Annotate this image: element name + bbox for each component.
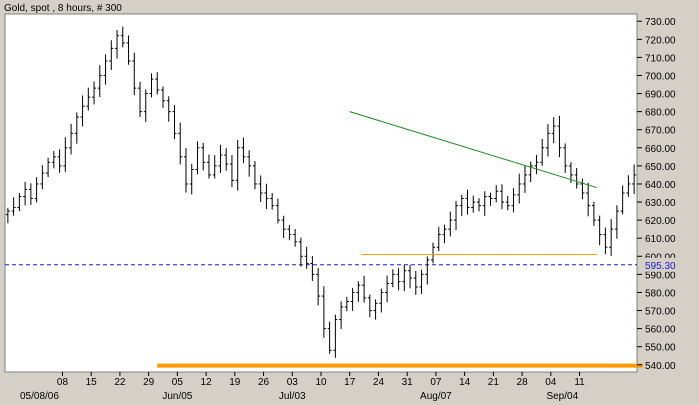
y-tick-label: 620.00 [645,216,676,227]
y-tick-label: 550.00 [645,343,676,354]
chart-title: Gold, spot , 8 hours, # 300 [4,3,122,14]
x-month-label: Jul/03 [279,391,306,402]
y-tick-label: 610.00 [645,234,676,245]
x-tick-label: 08 [57,377,69,388]
y-tick-label: 590.00 [645,270,676,281]
resistance-line [349,111,597,189]
x-axis-labels: 08 15 22 29 05 12 19 26 03 10 17 24 31 07 14 21 28 04 11 05… [20,372,585,402]
x-tick-label: 07 [430,377,442,388]
trend-lines [157,111,643,368]
y-tick-label: 660.00 [645,144,676,155]
x-tick-label: 26 [258,377,270,388]
y-axis-labels: 540.00550.00560.00570.00580.00590.00600.… [637,17,692,372]
x-month-label: 05/08/06 [20,391,59,402]
y-tick-label: 720.00 [645,35,676,46]
y-tick-label: 710.00 [645,53,676,64]
y-tick-label: 700.00 [645,71,676,82]
y-tick-label: 640.00 [645,180,676,191]
x-tick-label: 22 [114,377,126,388]
y-tick-label: 540.00 [645,361,676,372]
x-month-label: Sep/04 [546,391,578,402]
x-tick-label: 05 [172,377,184,388]
y-tick-label: 670.00 [645,126,676,137]
y-tick-label: 630.00 [645,198,676,209]
y-tick-label: 680.00 [645,108,676,119]
y-tick-label: 650.00 [645,162,676,173]
current-price-label-bg [640,257,692,272]
x-tick-label: 29 [143,377,155,388]
x-tick-label: 17 [344,377,356,388]
x-tick-label: 21 [488,377,500,388]
y-tick-label: 570.00 [645,307,676,318]
x-month-label: Jun/05 [162,391,192,402]
y-tick-label: 580.00 [645,288,676,299]
x-tick-label: 24 [373,377,385,388]
y-tick-label: 730.00 [645,17,676,28]
x-month-label: Aug/07 [420,391,452,402]
current-price-label: 595.30 [645,261,676,272]
x-tick-label: 10 [315,377,327,388]
plot-area [4,13,638,373]
x-tick-label: 19 [229,377,241,388]
x-tick-label: 04 [545,377,557,388]
x-tick-label: 12 [201,377,213,388]
x-tick-label: 14 [459,377,471,388]
x-tick-label: 03 [287,377,299,388]
x-tick-label: 31 [402,377,414,388]
x-tick-label: 28 [517,377,529,388]
x-tick-label: 15 [86,377,98,388]
price-bars [5,26,637,358]
y-tick-label: 560.00 [645,325,676,336]
x-tick-label: 11 [574,377,585,388]
y-tick-label: 690.00 [645,90,676,101]
